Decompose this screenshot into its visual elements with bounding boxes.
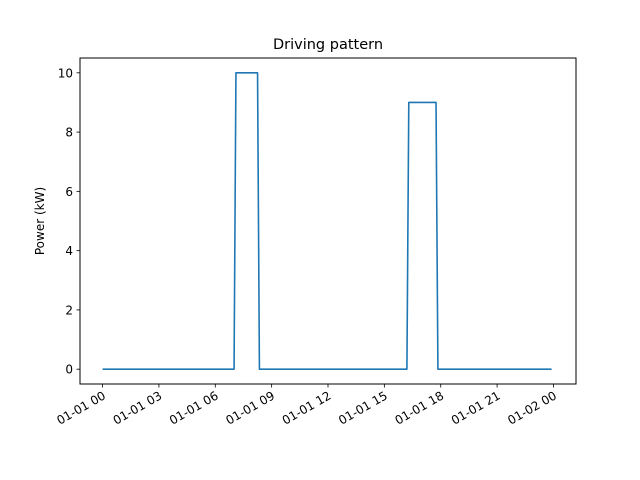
chart-title: Driving pattern — [273, 37, 383, 53]
y-tick-label: 2 — [65, 303, 73, 317]
y-tick-label: 4 — [65, 244, 73, 258]
y-tick-label: 6 — [65, 185, 73, 199]
series-line-group — [102, 72, 552, 370]
y-axis-label: Power (kW) — [33, 187, 47, 255]
plot-area-frame — [79, 57, 577, 385]
y-tick-label: 10 — [58, 66, 73, 80]
series-line — [102, 72, 552, 370]
y-tick-label: 8 — [65, 126, 73, 140]
y-tick-label: 0 — [65, 363, 73, 377]
